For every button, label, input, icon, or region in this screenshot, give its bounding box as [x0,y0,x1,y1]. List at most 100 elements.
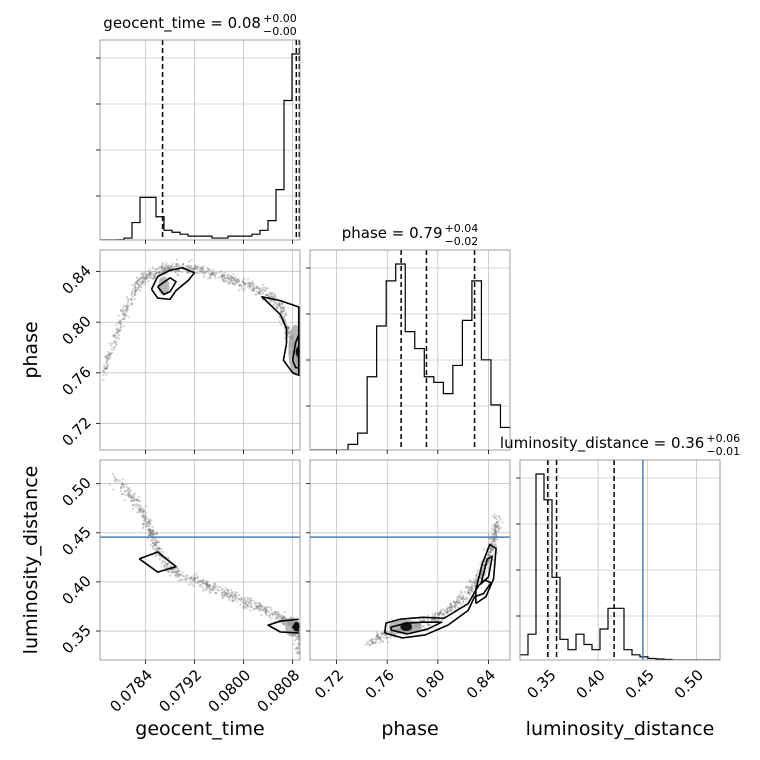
sample-point [147,272,151,275]
sample-point [297,635,300,638]
sample-point [258,609,261,612]
sample-point [143,514,146,518]
sample-point [256,287,259,290]
sample-point [215,272,218,275]
sample-point [119,309,122,312]
sample-point [154,539,157,543]
sample-point [489,548,492,551]
sample-point [251,280,254,283]
sample-point [190,576,193,579]
sample-point [148,273,151,277]
sample-point [378,636,381,639]
sample-point [239,598,242,601]
sample-point [164,267,167,270]
sample-point [114,331,118,335]
sample-point [471,587,474,590]
sample-point [250,605,253,609]
sample-point [115,478,118,482]
sample-point [209,269,212,272]
sample-point [432,619,435,622]
sample-point [150,533,153,536]
sample-point [177,573,180,576]
sample-point [228,280,231,284]
sample-point [151,528,154,532]
sample-point [193,574,196,577]
sample-point [378,637,381,640]
y-tick-label: 0.45 [58,523,94,559]
sample-point [118,329,121,333]
sample-point [119,326,122,329]
sample-point [201,580,204,583]
sample-point [136,511,139,514]
sample-point [494,528,497,531]
sample-point [119,329,122,332]
sample-point [192,578,195,581]
sample-point [252,608,256,611]
sample-point [149,529,152,532]
sample-point [114,341,117,344]
sample-point [144,516,147,520]
sample-point [144,277,148,280]
sample-point [126,298,129,301]
sample-point [433,613,437,616]
sample-point [493,543,496,547]
sample-point [301,629,303,631]
sample-point [146,274,150,277]
sample-point [205,587,209,590]
sample-point [282,306,286,309]
sample-point [193,267,196,270]
sample-point [249,597,252,600]
sample-point [134,498,137,501]
sample-point [278,315,281,318]
sample-point [121,310,124,313]
sample-point [487,560,490,563]
sample-point [138,289,142,292]
sample-point [234,594,237,597]
sample-point [158,271,161,274]
sample-point [153,274,156,278]
sample-point [190,576,193,579]
sample-point [169,568,172,572]
y-tick-label: 0.35 [58,621,94,657]
sample-point [467,588,470,592]
sample-point [109,353,113,356]
sample-point [147,524,150,527]
sample-point [145,522,149,525]
sample-point [141,273,144,276]
sample-point [152,275,155,278]
sample-point [131,288,135,291]
sample-point [274,295,277,298]
sample-point [263,289,266,292]
sample-point [229,594,233,597]
sample-point [293,647,297,650]
sample-point [138,510,141,513]
sample-point [467,592,470,595]
sample-point [174,271,178,274]
sample-point [275,305,278,308]
sample-point [493,533,496,536]
sample-point [376,633,379,636]
sample-point [379,638,383,641]
sample-point [197,581,200,584]
sample-point [282,615,285,618]
sample-point [375,634,379,637]
sample-point [221,596,224,600]
sample-point [479,575,482,578]
sample-point [210,272,213,275]
sample-point [166,561,170,565]
sample-point [376,635,379,638]
sample-point [481,567,485,570]
sample-point [109,351,112,355]
sample-point [301,634,303,636]
sample-point [272,610,275,614]
sample-point [116,329,119,332]
sample-point [233,592,237,596]
sample-point [224,591,227,594]
sample-point [490,548,493,551]
sample-point [453,605,456,608]
sample-point [296,652,299,655]
sample-point [156,271,159,275]
sample-point [494,538,497,541]
sample-point [282,317,285,320]
sample-point [129,495,132,498]
